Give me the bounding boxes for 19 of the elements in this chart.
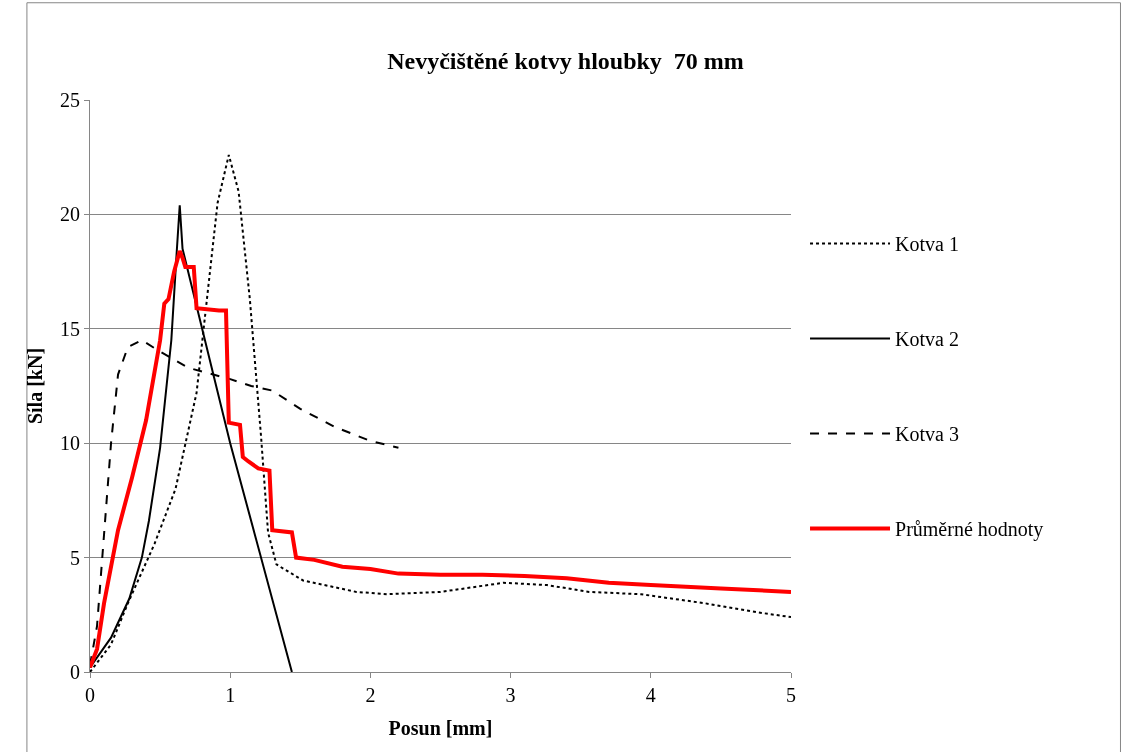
y-tick-label: 10	[60, 432, 80, 455]
x-tick-label: 3	[505, 684, 516, 706]
x-tick-label: 1	[225, 684, 236, 706]
x-tick-label: 2	[365, 684, 376, 706]
legend-label: Kotva 2	[895, 328, 959, 351]
x-axis-title: Posun [mm]	[388, 716, 493, 739]
y-axis-title: Síla [kN]	[23, 347, 46, 425]
chart-title: Nevyčištěné kotvy hloubky 70 mm	[387, 48, 744, 75]
y-tick-label: 5	[70, 546, 80, 569]
y-tick-label: 0	[70, 661, 80, 683]
legend-label: Kotva 1	[895, 233, 959, 256]
y-tick-label: 15	[60, 317, 80, 340]
y-tick-label: 20	[60, 203, 80, 226]
x-tick-label: 4	[645, 684, 656, 706]
x-tick-label: 0	[85, 684, 95, 706]
legend-label: Průměrné hodnoty	[895, 518, 1044, 542]
x-tick-label: 5	[786, 684, 796, 706]
legend-label: Kotva 3	[895, 423, 959, 446]
y-tick-label: 25	[60, 89, 80, 111]
